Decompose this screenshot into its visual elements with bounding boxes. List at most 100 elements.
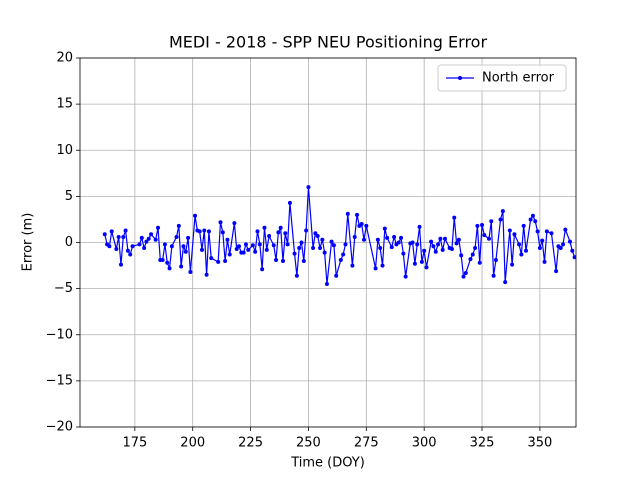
data-point <box>477 260 482 265</box>
data-point <box>396 240 401 245</box>
data-point <box>174 234 179 239</box>
data-point <box>262 225 267 230</box>
data-point <box>352 234 357 239</box>
data-point <box>463 270 468 275</box>
data-point <box>144 239 149 244</box>
data-point <box>549 231 554 236</box>
data-point <box>521 223 526 228</box>
x-tick-label: 350 <box>527 436 552 451</box>
data-point <box>454 241 459 246</box>
data-point <box>199 247 204 252</box>
data-point <box>489 219 494 224</box>
data-point <box>486 236 491 241</box>
x-tick-label: 325 <box>470 436 495 451</box>
data-point <box>121 234 126 239</box>
y-tick-label: 20 <box>56 51 73 66</box>
data-point <box>241 250 246 255</box>
x-tick-label: 175 <box>122 436 147 451</box>
data-point <box>216 259 221 264</box>
data-point <box>350 263 355 268</box>
data-point <box>109 229 114 234</box>
data-point <box>468 257 473 262</box>
data-point <box>123 228 128 233</box>
data-point <box>285 242 290 247</box>
data-point <box>186 235 191 240</box>
data-point <box>491 273 496 278</box>
data-point <box>257 242 262 247</box>
data-point <box>225 237 230 242</box>
data-point <box>385 235 390 240</box>
data-point <box>519 252 524 257</box>
data-point <box>160 258 165 263</box>
data-point <box>271 243 276 248</box>
data-point <box>401 251 406 256</box>
y-tick-label: 5 <box>65 189 73 204</box>
data-point <box>341 252 346 257</box>
data-point <box>304 228 309 233</box>
data-point <box>364 223 369 228</box>
data-point <box>294 273 299 278</box>
data-point <box>436 242 441 247</box>
data-point <box>181 244 186 249</box>
y-tick-label: 0 <box>65 235 73 250</box>
y-tick-label: −10 <box>46 327 73 342</box>
data-point <box>274 258 279 263</box>
data-point <box>179 264 184 269</box>
plot-frame <box>79 57 577 428</box>
data-point <box>250 243 255 248</box>
data-point <box>292 251 297 256</box>
y-tick-label: 10 <box>56 143 73 158</box>
data-point <box>533 219 538 224</box>
data-point <box>375 237 380 242</box>
data-point <box>278 225 283 230</box>
x-axis-label: Time (DOY) <box>290 456 365 471</box>
data-point <box>118 262 123 267</box>
data-point <box>137 242 142 247</box>
data-point <box>482 233 487 238</box>
data-point <box>554 269 559 274</box>
y-tick-label: 15 <box>56 97 73 112</box>
data-point <box>243 242 248 247</box>
data-point <box>440 247 445 252</box>
data-point <box>162 242 167 247</box>
data-point <box>283 231 288 236</box>
data-point <box>419 259 424 264</box>
data-point <box>361 237 366 242</box>
data-point <box>206 229 211 234</box>
data-point <box>311 246 316 251</box>
data-point <box>183 249 188 254</box>
data-point <box>130 244 135 249</box>
y-tick-label: −20 <box>46 420 73 435</box>
data-point <box>473 246 478 251</box>
data-point <box>417 224 422 229</box>
data-point <box>165 260 170 265</box>
data-point <box>544 229 549 234</box>
data-point <box>322 250 327 255</box>
data-point <box>116 234 121 239</box>
data-point <box>507 228 512 233</box>
data-point <box>188 270 193 275</box>
data-point <box>276 230 281 235</box>
legend-box <box>437 64 567 92</box>
data-point <box>567 239 572 244</box>
data-point <box>399 235 404 240</box>
data-point <box>149 232 154 237</box>
data-point <box>392 234 397 239</box>
data-point <box>204 272 209 277</box>
data-point <box>563 227 568 232</box>
data-point <box>142 246 147 251</box>
data-point <box>429 239 434 244</box>
data-point <box>503 280 508 285</box>
data-point <box>246 247 251 252</box>
data-point <box>558 246 563 251</box>
data-point <box>167 266 172 271</box>
data-point <box>461 274 466 279</box>
data-point <box>412 261 417 266</box>
data-point <box>512 232 517 237</box>
data-point <box>267 234 272 239</box>
data-point <box>424 265 429 270</box>
data-point <box>510 262 515 267</box>
data-point <box>320 237 325 242</box>
data-point <box>449 246 454 251</box>
data-point <box>324 282 329 287</box>
